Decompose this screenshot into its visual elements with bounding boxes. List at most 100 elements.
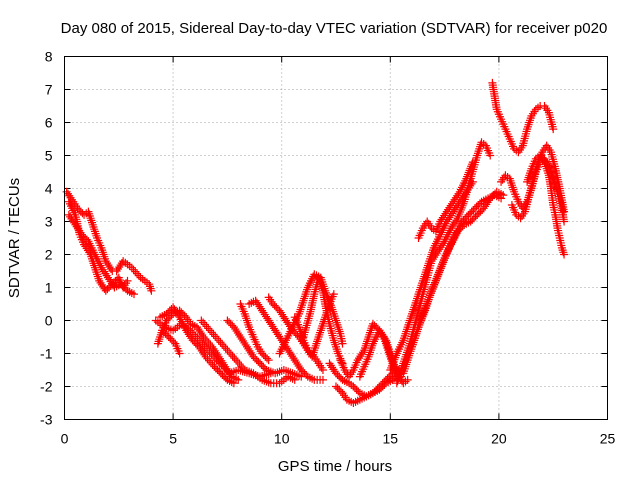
data-point-marker: [389, 357, 398, 366]
y-tick-label: 5: [45, 148, 53, 164]
data-point-marker: [428, 284, 437, 293]
data-point-marker: [386, 366, 395, 374]
data-point-marker: [228, 352, 237, 361]
data-point-marker: [416, 316, 425, 325]
data-point-marker: [232, 356, 241, 365]
data-point-marker: [464, 168, 473, 177]
x-tick-label: 10: [274, 431, 290, 447]
data-point-marker: [468, 160, 477, 169]
data-point-marker: [427, 286, 436, 295]
data-point-marker: [433, 272, 442, 281]
data-point-marker: [417, 314, 426, 323]
data-point-marker: [439, 255, 448, 264]
data-point-marker: [209, 330, 218, 339]
y-tick-label: 6: [45, 115, 53, 131]
data-point-marker: [457, 203, 466, 212]
data-point-marker: [560, 207, 569, 216]
y-tick-label: 8: [45, 49, 53, 65]
data-point-marker: [560, 217, 569, 226]
data-point-marker: [130, 290, 139, 299]
data-point-marker: [486, 151, 495, 160]
data-point-marker: [390, 355, 399, 364]
data-point-marker: [415, 321, 424, 330]
data-point-marker: [199, 333, 208, 341]
data-point-marker: [127, 263, 136, 272]
y-tick-label: 3: [45, 214, 53, 230]
data-point-marker: [467, 162, 476, 171]
data-point-marker: [201, 334, 210, 343]
data-point-marker: [216, 338, 225, 347]
data-point-marker: [235, 360, 244, 369]
x-tick-label: 20: [491, 431, 507, 447]
data-point-marker: [391, 353, 400, 362]
data-point-marker: [387, 361, 396, 370]
data-point-marker: [434, 268, 443, 277]
data-point-marker: [456, 208, 465, 217]
data-point-marker: [388, 359, 397, 368]
data-point-marker: [210, 354, 219, 363]
data-point-marker: [134, 271, 143, 280]
data-point-marker: [431, 276, 440, 285]
data-point-marker: [131, 267, 140, 276]
data-point-marker: [218, 340, 227, 349]
data-point-marker: [439, 239, 448, 248]
data-point-marker: [233, 358, 242, 367]
data-point-marker: [499, 191, 508, 200]
data-point-marker: [560, 250, 569, 259]
data-point-marker: [207, 328, 216, 337]
data-point-marker: [430, 278, 439, 287]
data-point-marker: [225, 348, 234, 357]
y-tick-label: 1: [45, 280, 53, 296]
data-point-marker: [202, 336, 211, 345]
x-tick-label: 15: [383, 431, 399, 447]
data-point-marker: [463, 170, 472, 179]
data-point-marker: [387, 363, 396, 372]
data-point-marker: [329, 290, 338, 299]
data-point-marker: [429, 282, 438, 291]
data-point-marker: [147, 286, 156, 295]
data-point-marker: [264, 356, 273, 365]
data-point-marker: [214, 336, 223, 345]
data-point-marker: [466, 164, 475, 173]
data-point-marker: [458, 201, 467, 210]
x-tick-label: 25: [600, 431, 616, 447]
data-point-marker: [237, 362, 246, 371]
data-point-marker: [465, 166, 474, 175]
data-point-marker: [318, 366, 327, 374]
data-point-marker: [197, 316, 206, 325]
data-point-marker: [205, 356, 214, 365]
data-point-marker: [175, 349, 184, 358]
data-point-marker: [358, 348, 367, 357]
data-point-marker: [206, 326, 215, 335]
y-tick-label: 7: [45, 82, 53, 98]
data-point-marker: [206, 358, 215, 367]
chart-title: Day 080 of 2015, Sidereal Day-to-day VTE…: [61, 20, 608, 37]
data-point-marker: [420, 308, 429, 317]
data-point-marker: [455, 210, 464, 219]
data-point-marker: [392, 351, 401, 360]
data-point-marker: [203, 354, 212, 363]
data-point-marker: [208, 360, 217, 369]
data-point-marker: [462, 174, 471, 183]
data-point-marker: [106, 265, 115, 274]
tick-layer: 0 5 10 15 20 25 -3 -2 -1 0 1 2 3 4 5 6 7 8: [40, 49, 615, 447]
x-tick-label: 5: [169, 431, 177, 447]
data-point-marker: [202, 322, 211, 331]
data-point-marker: [123, 276, 132, 285]
data-point-marker: [221, 344, 230, 353]
data-point-marker: [133, 269, 142, 278]
data-point-marker: [211, 332, 220, 341]
data-point-marker: [468, 158, 477, 167]
y-tick-label: 0: [45, 313, 53, 329]
data-point-marker: [453, 214, 462, 223]
data-point-marker: [212, 334, 221, 343]
data-point-marker: [229, 379, 238, 388]
data-point-marker: [549, 125, 558, 134]
marker-layer: [62, 78, 569, 407]
y-tick-label: 2: [45, 247, 53, 263]
data-point-marker: [204, 338, 213, 347]
data-point-marker: [437, 262, 446, 271]
data-point-marker: [207, 350, 216, 359]
data-point-marker: [234, 375, 243, 384]
data-point-marker: [67, 195, 76, 204]
